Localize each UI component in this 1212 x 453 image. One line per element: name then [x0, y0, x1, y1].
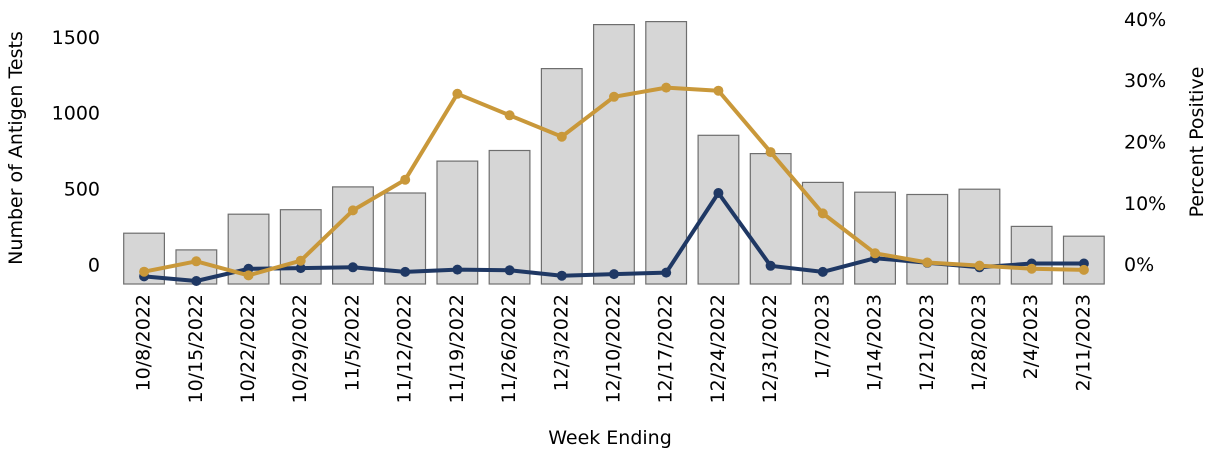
y2-tick-label: 40% — [1124, 9, 1166, 31]
x-axis-title: Week Ending — [548, 427, 672, 449]
x-tick-label: 1/14/2023 — [864, 294, 886, 391]
series-point — [243, 270, 254, 281]
x-tick-label: 12/31/2022 — [759, 294, 781, 404]
series-point — [870, 248, 881, 259]
series-point — [504, 265, 515, 276]
x-tick-label: 2/11/2023 — [1072, 294, 1094, 391]
bar — [488, 149, 531, 285]
line-series — [139, 82, 1089, 286]
x-tick-label: 12/3/2022 — [550, 294, 572, 391]
y2-tick-label: 30% — [1124, 70, 1166, 92]
x-tick-label: 11/12/2022 — [394, 294, 416, 404]
x-tick-label: 2/4/2023 — [1020, 294, 1042, 379]
y2-tick-label: 0% — [1124, 254, 1154, 276]
series-point — [556, 131, 567, 142]
series-point — [817, 208, 828, 219]
series-point — [400, 266, 411, 277]
series-point — [609, 91, 619, 102]
series-point — [817, 266, 828, 277]
series-point — [609, 269, 619, 280]
y-tick-labels: 0 500 1000 1500 — [52, 27, 100, 277]
series-point — [400, 174, 411, 185]
series-point — [191, 276, 202, 286]
bar — [1010, 225, 1053, 285]
y2-tick-label: 20% — [1124, 132, 1166, 154]
y2-axis-title: Percent Positive — [1186, 67, 1208, 218]
series-point — [295, 263, 306, 274]
x-tick-label: 11/19/2022 — [446, 294, 468, 404]
bar — [540, 67, 583, 285]
x-tick-label: 1/21/2023 — [916, 294, 938, 391]
series-point — [191, 256, 202, 267]
x-tick-label: 10/29/2022 — [289, 294, 311, 404]
bar — [854, 191, 897, 285]
bar — [436, 160, 479, 285]
series-point — [974, 260, 985, 271]
y-tick-label: 500 — [64, 179, 100, 201]
y-tick-label: 1000 — [52, 103, 100, 125]
y2-tick-labels: 0% 10% 20% 30% 40% — [1124, 9, 1166, 276]
x-tick-label: 11/26/2022 — [498, 294, 520, 404]
series-point — [922, 257, 933, 268]
series-point — [452, 88, 463, 99]
series-point — [452, 264, 463, 275]
series-point — [347, 262, 358, 273]
x-tick-label: 1/28/2023 — [968, 294, 990, 391]
x-tick-label: 10/8/2022 — [133, 294, 155, 391]
series-point — [347, 205, 358, 216]
bar — [645, 21, 688, 285]
x-tick-label: 12/24/2022 — [707, 294, 729, 404]
series-point — [139, 266, 150, 277]
series-point — [713, 188, 724, 198]
series-point — [765, 147, 776, 158]
x-tick-label: 1/7/2023 — [811, 294, 833, 379]
series-point — [504, 110, 515, 121]
x-tick-label: 12/10/2022 — [603, 294, 625, 404]
series-point — [713, 85, 724, 96]
series-point — [556, 270, 567, 281]
bar — [906, 193, 949, 285]
x-tick-label: 10/22/2022 — [237, 294, 259, 404]
series-point — [1026, 263, 1037, 274]
x-tick-label: 12/17/2022 — [655, 294, 677, 404]
y-tick-label: 0 — [88, 254, 100, 276]
y-tick-label: 1500 — [52, 27, 100, 49]
x-tick-label: 10/15/2022 — [185, 294, 207, 404]
series-point — [765, 260, 776, 271]
series-point — [1078, 264, 1089, 275]
y2-tick-label: 10% — [1124, 193, 1166, 215]
series-point — [661, 267, 672, 278]
x-tick-labels: 10/8/2022 10/15/2022 10/22/2022 10/29/2022 1… — [133, 294, 1095, 404]
bar — [592, 24, 635, 285]
x-tick-label: 11/5/2022 — [341, 294, 363, 391]
series-point — [661, 82, 672, 93]
bar-series — [123, 21, 1105, 285]
y-axis-title: Number of Antigen Tests — [5, 31, 27, 265]
series-point — [295, 255, 306, 266]
